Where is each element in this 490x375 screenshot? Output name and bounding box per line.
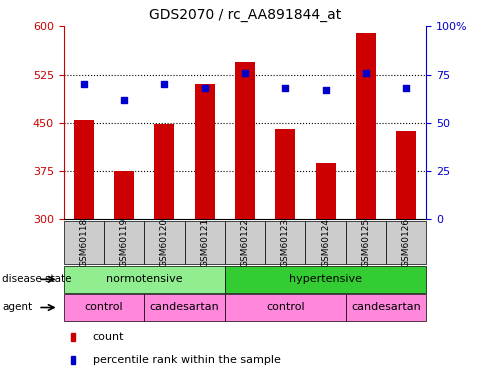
Bar bbox=[195, 84, 215, 219]
Bar bbox=[225, 221, 265, 264]
Bar bbox=[305, 221, 346, 264]
Point bbox=[402, 85, 410, 91]
Text: count: count bbox=[93, 332, 124, 342]
Bar bbox=[64, 294, 144, 321]
Bar bbox=[225, 294, 346, 321]
Title: GDS2070 / rc_AA891844_at: GDS2070 / rc_AA891844_at bbox=[149, 9, 341, 22]
Bar bbox=[346, 221, 386, 264]
Point bbox=[321, 87, 329, 93]
Point bbox=[80, 81, 88, 87]
Point bbox=[161, 81, 169, 87]
Text: percentile rank within the sample: percentile rank within the sample bbox=[93, 355, 281, 365]
Bar bbox=[64, 266, 225, 292]
Point bbox=[241, 70, 249, 76]
Text: candesartan: candesartan bbox=[351, 303, 421, 312]
Text: GSM60125: GSM60125 bbox=[361, 218, 370, 267]
Point bbox=[281, 85, 289, 91]
Text: GSM60122: GSM60122 bbox=[241, 218, 249, 267]
Bar bbox=[225, 266, 426, 292]
Text: GSM60119: GSM60119 bbox=[120, 218, 129, 267]
Text: GSM60120: GSM60120 bbox=[160, 218, 169, 267]
Text: GSM60118: GSM60118 bbox=[79, 218, 88, 267]
Bar bbox=[275, 129, 295, 219]
Bar bbox=[114, 171, 134, 219]
Bar bbox=[104, 221, 144, 264]
Text: GSM60126: GSM60126 bbox=[402, 218, 411, 267]
Text: control: control bbox=[266, 303, 305, 312]
Point bbox=[120, 97, 128, 103]
Text: GSM60124: GSM60124 bbox=[321, 218, 330, 267]
Bar bbox=[71, 356, 74, 364]
Bar bbox=[144, 294, 225, 321]
Text: hypertensive: hypertensive bbox=[289, 274, 362, 284]
Bar bbox=[71, 333, 74, 341]
Bar bbox=[316, 163, 336, 219]
Bar bbox=[64, 221, 104, 264]
Text: disease state: disease state bbox=[2, 274, 72, 284]
Bar bbox=[346, 294, 426, 321]
Point bbox=[201, 85, 209, 91]
Bar bbox=[356, 33, 376, 219]
Bar bbox=[185, 221, 225, 264]
Bar bbox=[154, 124, 174, 219]
Text: control: control bbox=[85, 303, 123, 312]
Bar bbox=[74, 120, 94, 219]
Bar bbox=[144, 221, 185, 264]
Text: agent: agent bbox=[2, 303, 32, 312]
Text: candesartan: candesartan bbox=[149, 303, 220, 312]
Text: normotensive: normotensive bbox=[106, 274, 183, 284]
Bar bbox=[386, 221, 426, 264]
Text: GSM60123: GSM60123 bbox=[281, 218, 290, 267]
Bar bbox=[235, 62, 255, 219]
Point bbox=[362, 70, 370, 76]
Bar bbox=[396, 130, 416, 219]
Bar bbox=[265, 221, 305, 264]
Text: GSM60121: GSM60121 bbox=[200, 218, 209, 267]
